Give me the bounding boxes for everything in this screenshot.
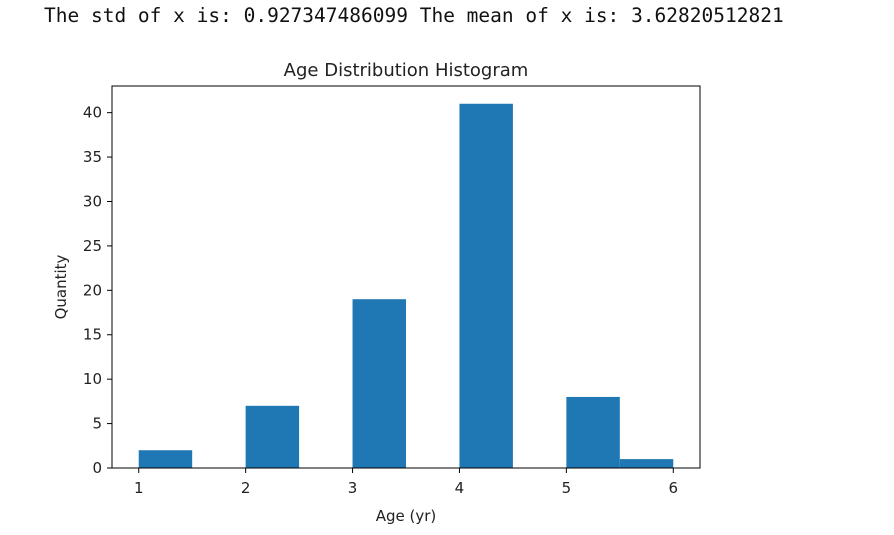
std-value: 0.927347486099 [243,4,408,27]
histogram-bar [459,103,513,468]
y-axis-ticks: 0 5 10 15 20 25 30 35 40 [83,104,112,477]
y-tick-label: 5 [92,415,102,433]
x-tick-label: 1 [134,479,144,497]
bars-group [138,103,674,468]
std-label: The std of x is: [44,4,232,27]
x-tick-label: 4 [455,479,465,497]
plot-frame [111,85,701,469]
y-tick-label: 0 [92,459,102,477]
y-tick-label: 20 [83,281,102,299]
y-tick-label: 10 [83,370,102,388]
y-tick-label: 30 [83,192,102,210]
mean-value: 3.62820512821 [631,4,784,27]
y-tick-label: 35 [83,148,102,166]
histogram-bar [245,405,300,468]
x-axis-ticks: 1 2 3 4 5 6 [134,468,678,497]
stdout-line: The std of x is: 0.927347486099 The mean… [44,4,784,28]
histogram-bar [352,299,406,468]
histogram-bar [619,459,674,468]
y-tick-label: 40 [83,104,102,122]
histogram-bar [566,396,620,468]
y-axis-label: Quantity [52,254,70,319]
chart-title: Age Distribution Histogram [284,60,529,81]
histogram-bar [138,450,193,468]
x-tick-label: 3 [348,479,358,497]
mean-label: The mean of x is: [419,4,620,27]
x-tick-label: 5 [562,479,572,497]
x-tick-label: 2 [241,479,251,497]
x-tick-label: 6 [668,479,678,497]
y-tick-label: 15 [83,326,102,344]
y-tick-label: 25 [83,237,102,255]
x-axis-label: Age (yr) [376,507,437,525]
